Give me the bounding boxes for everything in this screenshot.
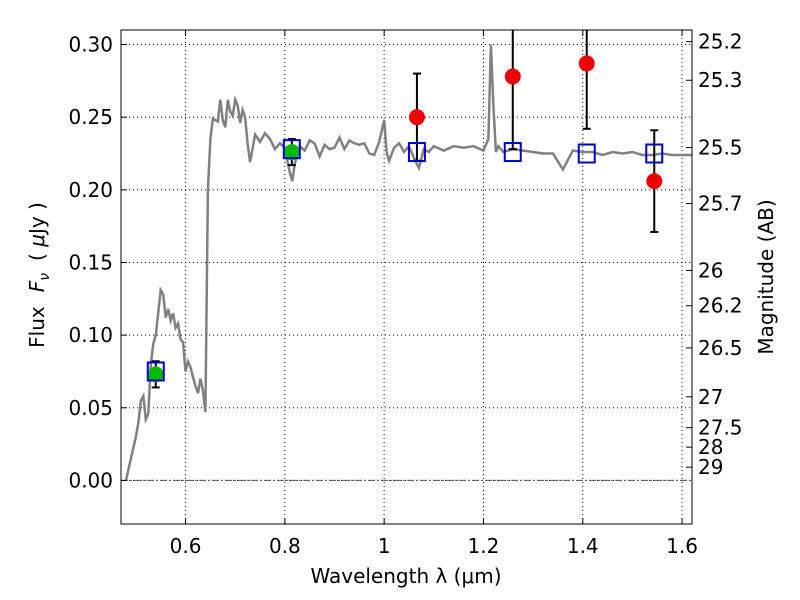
y-tick-label: 0.10 — [68, 323, 113, 347]
model-fluxes-marker — [282, 139, 301, 160]
right-tick-label: 26 — [698, 258, 723, 282]
y-tick-label: 0.15 — [68, 250, 113, 274]
upper-photometry-marker — [578, 55, 595, 72]
x-tick-label: 0.8 — [269, 534, 301, 558]
model-fluxes-marker — [645, 143, 664, 164]
axis-ticks: 0.6 0.8 1 1.2 1.4 1.6 0.00 0.05 0.10 0.15 0.20 0.25… — [68, 30, 742, 558]
model-fluxes-marker — [146, 361, 165, 382]
y-tick-label: 0.05 — [68, 396, 113, 420]
sed-model-line — [124, 44, 692, 481]
x-tick-label: 1.6 — [666, 534, 698, 558]
data-markers — [146, 55, 664, 383]
plot-frame — [120, 29, 693, 525]
upper-photometry-marker — [504, 68, 521, 85]
model-fluxes-marker — [407, 142, 426, 163]
x-tick-label: 0.6 — [170, 534, 202, 558]
right-tick-label: 26.2 — [698, 294, 743, 318]
right-axis-label: Magnitude (AB) — [754, 199, 778, 354]
right-tick-label: 26.5 — [698, 336, 743, 360]
x-axis-label: Wavelength λ (μm) — [310, 564, 501, 588]
right-tick-label: 25.2 — [698, 30, 743, 54]
model-fluxes-marker — [577, 143, 596, 164]
x-tick-label: 1.4 — [567, 534, 599, 558]
y-axis-label: FluxFν( μJy ) — [25, 202, 53, 348]
model-fluxes-marker — [503, 142, 522, 163]
x-tick-label: 1 — [378, 534, 391, 558]
y-tick-label: 0.00 — [68, 468, 113, 492]
right-tick-label: 25.7 — [698, 192, 743, 216]
right-tick-label: 27.5 — [698, 416, 743, 440]
upper-photometry-marker — [408, 109, 425, 126]
right-tick-label: 29 — [698, 455, 723, 479]
right-tick-label: 27 — [698, 385, 723, 409]
y-tick-label: 0.25 — [68, 105, 113, 129]
right-tick-label: 28 — [698, 435, 723, 459]
plot-area — [121, 30, 692, 524]
y-tick-label: 0.30 — [68, 33, 113, 57]
y-tick-label: 0.20 — [68, 178, 113, 202]
x-tick-label: 1.2 — [468, 534, 500, 558]
right-tick-label: 25.3 — [698, 68, 743, 92]
upper-photometry-marker — [646, 173, 663, 190]
right-tick-label: 25.5 — [698, 136, 743, 160]
